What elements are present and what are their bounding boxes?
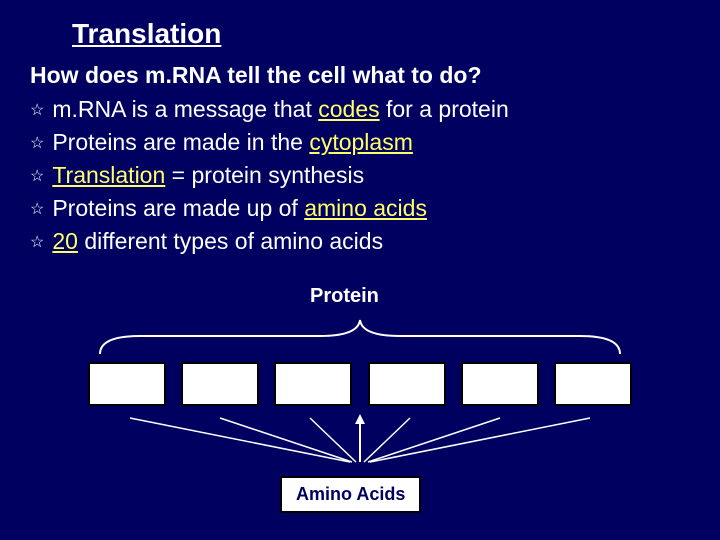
bullet-text: m.RNA is a message that codes for a prot…: [52, 94, 508, 125]
amino-acid-box: [181, 362, 259, 406]
protein-label: Protein: [310, 285, 379, 308]
star-icon: ☆: [30, 100, 44, 120]
list-item: ☆ Proteins are made up of amino acids: [30, 193, 509, 224]
protein-diagram: [80, 316, 640, 470]
amino-acid-boxes: [80, 362, 640, 406]
amino-acid-box: [554, 362, 632, 406]
bullet-text: Proteins are made in the cytoplasm: [52, 127, 413, 158]
amino-acid-box: [274, 362, 352, 406]
star-icon: ☆: [30, 166, 44, 186]
amino-acid-box: [88, 362, 166, 406]
slide-title: Translation: [72, 18, 221, 50]
amino-acid-box: [368, 362, 446, 406]
star-icon: ☆: [30, 133, 44, 153]
bullet-list: ☆ m.RNA is a message that codes for a pr…: [30, 94, 509, 259]
star-icon: ☆: [30, 232, 44, 252]
list-item: ☆ Translation = protein synthesis: [30, 160, 509, 191]
bullet-text: Proteins are made up of amino acids: [52, 193, 427, 224]
amino-acid-box: [461, 362, 539, 406]
list-item: ☆ Proteins are made in the cytoplasm: [30, 127, 509, 158]
amino-acids-label: Amino Acids: [280, 476, 421, 513]
brace-top: [80, 316, 640, 356]
bullet-text: 20 different types of amino acids: [52, 226, 383, 257]
slide-question: How does m.RNA tell the cell what to do?: [30, 62, 482, 89]
bullet-text: Translation = protein synthesis: [52, 160, 364, 191]
star-icon: ☆: [30, 199, 44, 219]
brace-bottom: [80, 410, 640, 470]
list-item: ☆ 20 different types of amino acids: [30, 226, 509, 257]
list-item: ☆ m.RNA is a message that codes for a pr…: [30, 94, 509, 125]
